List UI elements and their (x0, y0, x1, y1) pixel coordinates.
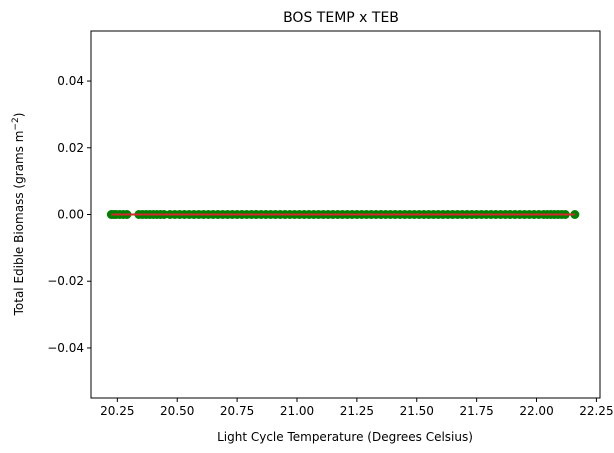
x-tick-label: 20.25 (100, 404, 134, 418)
x-tick-label: 21.25 (340, 404, 374, 418)
y-axis-label: Total Edible Biomass (grams m−2) (11, 113, 26, 317)
x-tick-label: 21.75 (459, 404, 493, 418)
y-axis: −0.04 −0.02 0.00 0.02 0.04 (47, 74, 91, 355)
chart-title: BOS TEMP x TEB (283, 10, 399, 26)
y-tick-label: −0.02 (47, 274, 84, 288)
y-tick-label: 0.04 (57, 74, 84, 88)
x-tick-label: 20.75 (220, 404, 254, 418)
x-axis: 20.25 20.50 20.75 21.00 21.25 21.50 21.75 22.00… (100, 398, 614, 418)
plot-area (90, 30, 601, 399)
x-tick-label: 20.50 (160, 404, 194, 418)
x-tick-label: 22.25 (579, 404, 613, 418)
y-tick-label: 0.02 (57, 141, 84, 155)
x-tick-label: 21.00 (280, 404, 314, 418)
x-tick-label: 21.50 (400, 404, 434, 418)
x-axis-label: Light Cycle Temperature (Degrees Celsius… (217, 430, 473, 444)
y-tick-label: −0.04 (47, 341, 84, 355)
x-tick-label: 22.00 (519, 404, 553, 418)
y-axis-label-end: ) (12, 113, 26, 118)
y-tick-label: 0.00 (57, 208, 84, 222)
y-axis-label-main: Total Edible Biomass (grams m (12, 131, 26, 317)
y-axis-label-sup: −2 (11, 117, 21, 130)
